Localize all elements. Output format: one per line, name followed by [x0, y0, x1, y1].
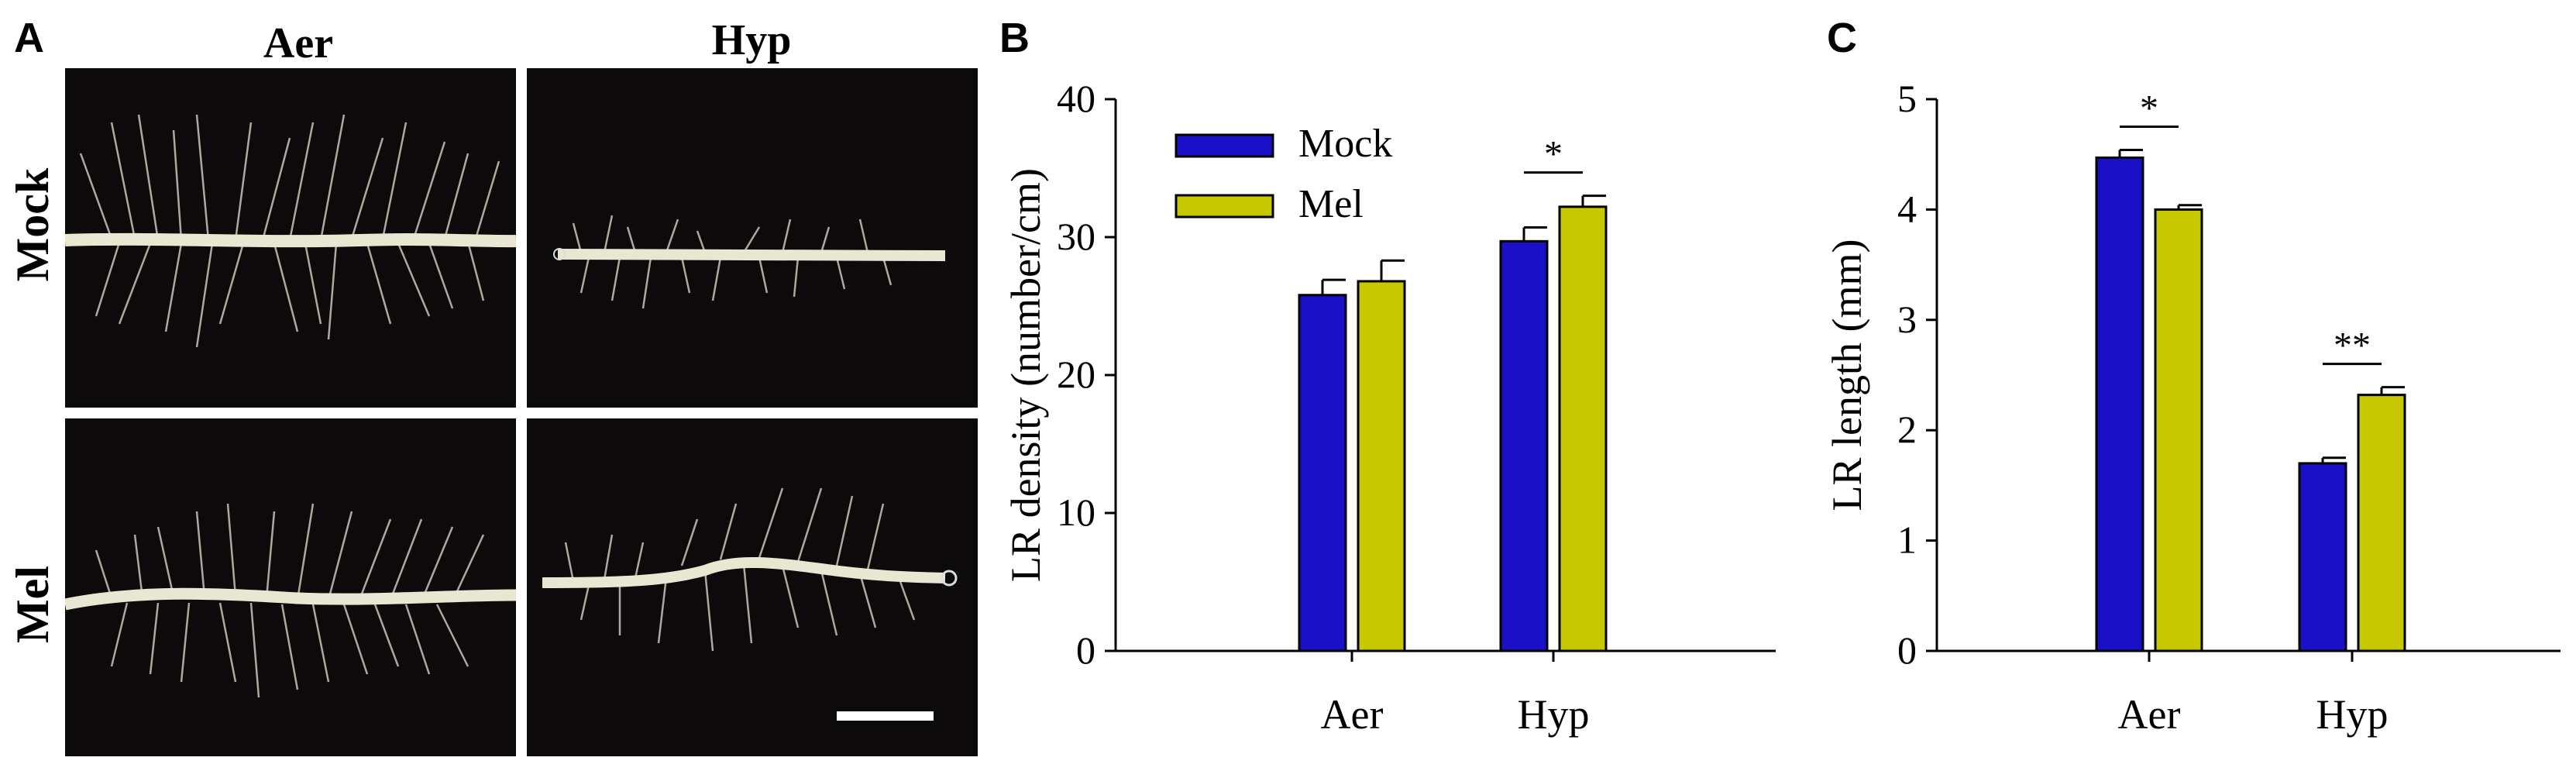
y-tick-label: 0	[1897, 628, 1917, 672]
column-header-aer: Aer	[263, 19, 334, 67]
y-tick-label: 2	[1897, 408, 1917, 451]
root-image-hyp-mock	[553, 215, 946, 309]
legend-label-mock: Mock	[1298, 122, 1392, 166]
root-image-aer-mel	[65, 503, 516, 698]
x-tick-label: Aer	[2118, 691, 2181, 738]
significance-marker: **	[2334, 325, 2371, 367]
legend-swatch-mock	[1175, 133, 1274, 158]
bar-mock-aer	[2095, 156, 2144, 652]
bar-mel-hyp	[2357, 394, 2406, 652]
y-tick-label: 10	[1057, 491, 1095, 534]
y-tick-label: 40	[1057, 77, 1095, 120]
legend-swatch-mel	[1175, 194, 1274, 219]
panel-a-label: A	[14, 15, 44, 61]
root-photo-aer-mock	[65, 68, 516, 408]
column-header-hyp: Hyp	[711, 16, 792, 64]
root-photo-hyp-mel	[527, 418, 978, 756]
significance-marker: *	[1544, 134, 1563, 175]
x-tick-label: Aer	[1321, 691, 1384, 738]
x-tick-label: Hyp	[2316, 691, 2389, 738]
lr-density-chart: 0 10 20 30 40 LR density (number/cm) Aer Hyp * Mo…	[1003, 77, 1776, 738]
bar-mel-aer	[2154, 208, 2203, 652]
root-image-aer-mock	[65, 114, 516, 348]
y-tick-label: 3	[1897, 298, 1917, 341]
root-photo-aer-mel	[65, 418, 516, 756]
panel-c-label: C	[1827, 15, 1857, 61]
row-header-mock: Mock	[7, 167, 58, 282]
y-tick-label: 4	[1897, 187, 1917, 230]
bar-mel-hyp	[1558, 205, 1608, 652]
significance-marker: *	[2140, 88, 2158, 129]
legend-label-mel: Mel	[1298, 182, 1364, 226]
panel-b-label: B	[999, 15, 1030, 61]
y-tick-label: 0	[1076, 628, 1095, 672]
root-photo-hyp-mock	[527, 68, 978, 408]
lr-length-chart: 0 1 2 3 4 5 LR length (mm) Aer * Hyp **	[1824, 77, 2561, 738]
y-axis-label: LR density (number/cm)	[1003, 168, 1049, 582]
y-tick-label: 5	[1897, 77, 1917, 120]
bar-mel-aer	[1357, 280, 1406, 652]
bar-mock-aer	[1298, 294, 1347, 652]
x-tick-label: Hyp	[1518, 691, 1590, 738]
bar-mock-hyp	[2298, 462, 2347, 652]
root-image-hyp-mel	[542, 487, 958, 721]
y-axis-label: LR length (mm)	[1824, 239, 1870, 511]
y-tick-label: 30	[1057, 215, 1095, 258]
y-tick-label: 1	[1897, 518, 1917, 562]
y-tick-label: 20	[1057, 353, 1095, 396]
row-header-mel: Mel	[7, 566, 58, 643]
bar-mock-hyp	[1499, 239, 1549, 652]
